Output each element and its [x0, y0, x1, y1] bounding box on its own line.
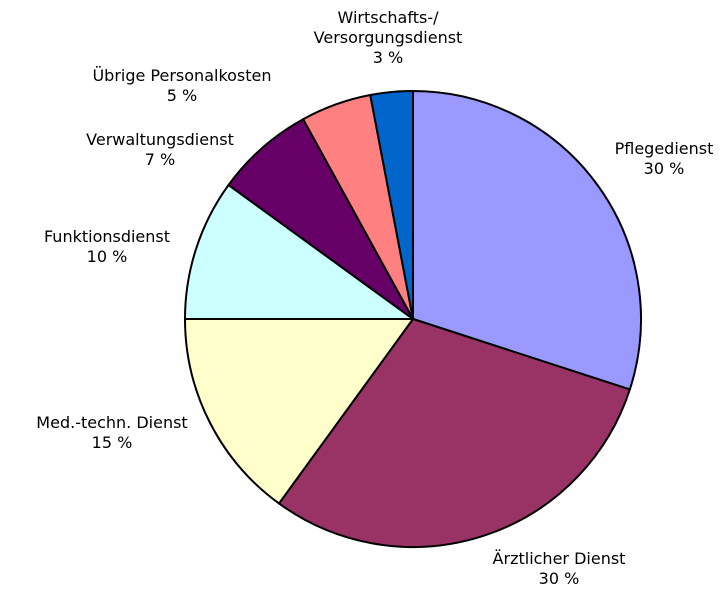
slice-label: Funktionsdienst [44, 227, 170, 246]
slice-label: Verwaltungsdienst [86, 130, 234, 149]
pie-slice [277, 317, 632, 548]
value-label: 5 % [167, 86, 197, 105]
slice-label-line: Versorgungsdienst [314, 28, 463, 47]
value-label: 30 % [539, 569, 580, 588]
pie-slice [369, 89, 414, 320]
slice-label-line: Wirtschafts-/ [338, 8, 440, 27]
pie-slice [412, 89, 642, 391]
value-label: 15 % [92, 433, 133, 452]
value-label: 10 % [87, 247, 128, 266]
slice-label: Ärztlicher Dienst [493, 549, 626, 568]
slice-label-line: Ärztlicher Dienst [493, 549, 626, 568]
slice-label: Wirtschafts-/Versorgungsdienst [314, 8, 463, 47]
slice-label-line: Verwaltungsdienst [86, 130, 234, 149]
slice-label-line: Med.-techn. Dienst [36, 413, 187, 432]
slice-label-line: Pflegedienst [615, 139, 714, 158]
slice-label-line: Übrige Personalkosten [92, 66, 271, 85]
slice-label: Übrige Personalkosten [92, 66, 271, 85]
slice-label: Med.-techn. Dienst [36, 413, 187, 432]
slice-label-line: Funktionsdienst [44, 227, 170, 246]
value-label: 7 % [145, 150, 175, 169]
pie-slice [183, 183, 417, 320]
pie-slice [183, 318, 415, 505]
value-label: 30 % [644, 159, 685, 178]
value-label: 3 % [373, 48, 403, 67]
slice-label: Pflegedienst [615, 139, 714, 158]
